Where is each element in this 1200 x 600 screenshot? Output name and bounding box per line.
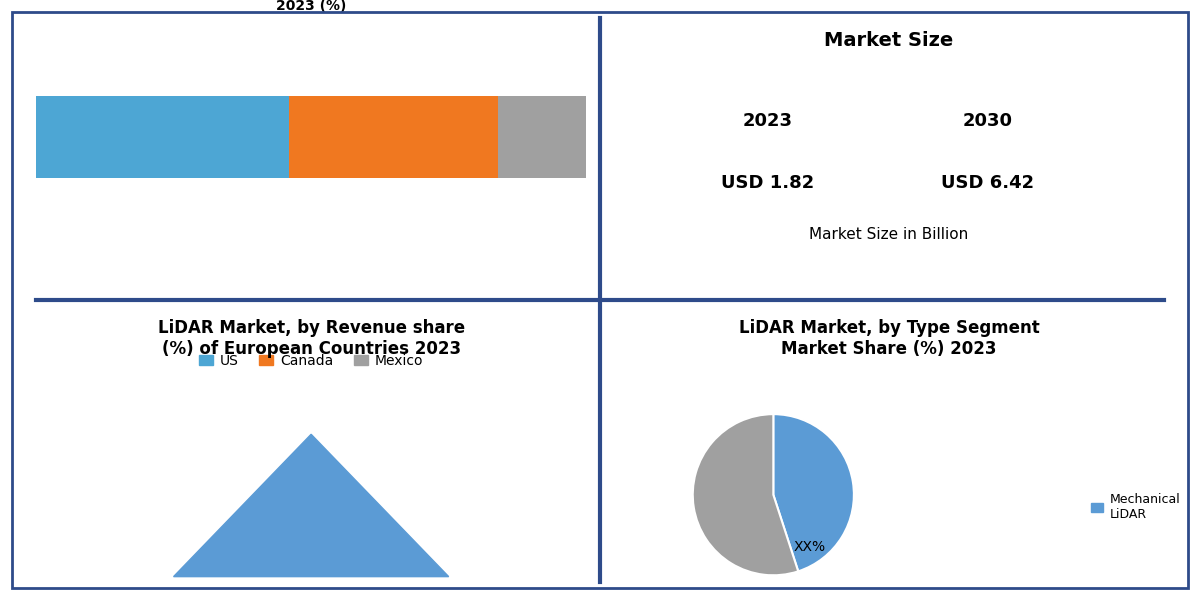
Text: USD 6.42: USD 6.42 <box>941 174 1034 192</box>
Text: USD 1.82: USD 1.82 <box>721 174 815 192</box>
Bar <box>36 97 289 178</box>
Legend: US, Canada, Mexico: US, Canada, Mexico <box>193 349 430 374</box>
Bar <box>498 97 587 178</box>
Text: Market Size: Market Size <box>824 31 954 50</box>
Text: 2023: 2023 <box>743 112 793 130</box>
Text: 2030: 2030 <box>962 112 1013 130</box>
Bar <box>289 97 498 178</box>
Text: LiDAR Market, by Revenue share
(%) of European Countries 2023: LiDAR Market, by Revenue share (%) of Eu… <box>157 319 464 358</box>
Text: LiDAR Market, by Type Segment
Market Share (%) 2023: LiDAR Market, by Type Segment Market Sha… <box>738 319 1039 358</box>
Title: Nort American Countries Share in the Global Market in
2023 (%): Nort American Countries Share in the Glo… <box>97 0 526 13</box>
Text: Market Size in Billion: Market Size in Billion <box>809 227 968 242</box>
Polygon shape <box>174 434 449 577</box>
Legend: Mechanical
LiDAR: Mechanical LiDAR <box>1086 488 1186 526</box>
